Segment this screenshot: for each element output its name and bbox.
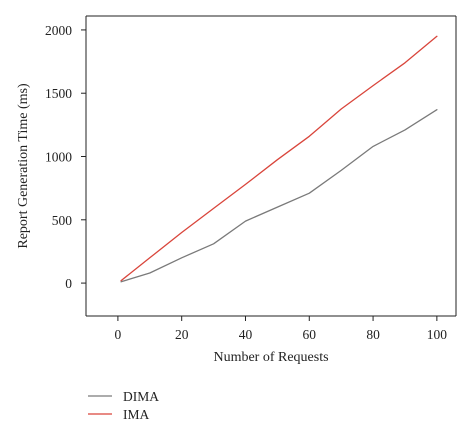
x-tick-label: 0 — [115, 327, 122, 342]
legend: DIMA IMA — [88, 389, 159, 422]
legend-label-ima: IMA — [123, 407, 149, 422]
series-line-dima — [120, 109, 438, 283]
y-axis-ticks: 0 500 1000 1500 2000 — [45, 23, 86, 291]
y-tick-label: 500 — [52, 213, 73, 228]
plot-frame — [85, 15, 457, 317]
x-tick-label: 100 — [427, 327, 448, 342]
x-tick-label: 40 — [239, 327, 253, 342]
series-line-ima — [120, 35, 438, 282]
y-tick-label: 1000 — [45, 150, 72, 165]
x-tick-label: 20 — [175, 327, 189, 342]
y-tick-label: 2000 — [45, 23, 72, 38]
series-layer — [120, 35, 438, 283]
x-axis-label: Number of Requests — [213, 350, 328, 365]
x-tick-label: 60 — [303, 327, 317, 342]
y-axis-label: Report Generation Time (ms) — [16, 83, 31, 249]
x-tick-label: 80 — [366, 327, 380, 342]
x-axis-ticks: 0 20 40 60 80 100 — [115, 316, 448, 342]
y-tick-label: 0 — [65, 276, 72, 291]
legend-label-dima: DIMA — [123, 389, 159, 404]
y-tick-label: 1500 — [45, 86, 72, 101]
